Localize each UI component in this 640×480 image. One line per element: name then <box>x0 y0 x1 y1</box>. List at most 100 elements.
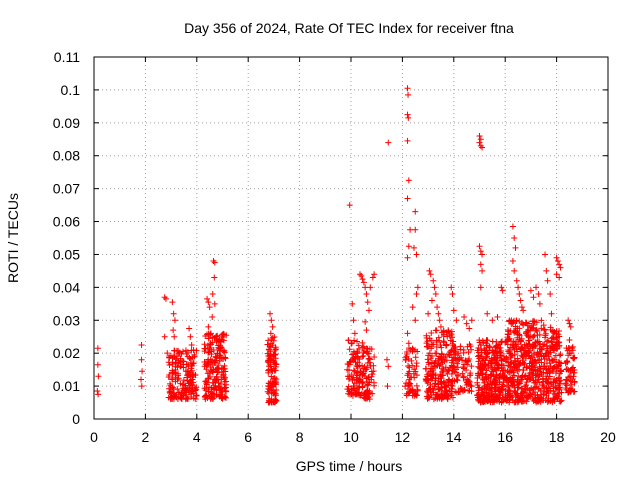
data-point <box>362 284 369 291</box>
data-point <box>385 363 392 370</box>
cluster-point <box>522 347 529 354</box>
data-point <box>346 202 353 209</box>
cluster-point <box>459 370 466 377</box>
cluster-point <box>183 350 190 357</box>
cluster-point <box>189 388 196 395</box>
cluster-point <box>446 352 453 359</box>
data-point <box>543 267 550 274</box>
cluster-point <box>498 339 505 346</box>
cluster-point <box>564 377 570 384</box>
data-point <box>477 248 484 255</box>
cluster-point <box>565 374 572 381</box>
cluster-point <box>169 367 176 374</box>
data-point <box>463 320 470 327</box>
cluster-point <box>570 364 577 371</box>
cluster-point <box>361 347 368 354</box>
cluster-point <box>172 359 179 366</box>
data-point <box>566 337 573 344</box>
data-point <box>466 325 473 332</box>
cluster-point <box>208 358 215 365</box>
cluster-point <box>359 353 366 360</box>
cluster-point <box>550 395 557 402</box>
cluster-point <box>452 357 459 364</box>
cluster-point <box>499 370 506 377</box>
cluster-point <box>404 372 411 379</box>
cluster-point <box>522 390 529 397</box>
cluster-point <box>539 381 546 388</box>
cluster-point <box>180 380 187 387</box>
data-point <box>553 271 560 278</box>
cluster-point <box>499 394 506 401</box>
cluster-point <box>538 346 545 353</box>
cluster-point <box>265 369 272 376</box>
x-tick-label: 8 <box>296 429 304 445</box>
data-point <box>365 307 372 314</box>
cluster-point <box>551 364 558 371</box>
cluster-point <box>349 376 356 383</box>
cluster-point <box>467 372 474 379</box>
cluster-point <box>403 348 410 355</box>
data-point <box>139 368 146 375</box>
cluster-point <box>468 363 475 370</box>
cluster-point <box>527 327 534 334</box>
cluster-point <box>403 392 410 399</box>
data-point <box>448 284 455 291</box>
cluster-point <box>504 382 511 389</box>
cluster-point <box>529 363 536 370</box>
cluster-point <box>186 355 193 362</box>
data-point <box>414 284 421 291</box>
cluster-point <box>185 380 192 387</box>
cluster-point <box>450 345 457 352</box>
cluster-point <box>502 338 509 345</box>
cluster-point <box>446 332 453 339</box>
cluster-point <box>550 396 557 403</box>
data-point <box>494 313 501 320</box>
cluster-point <box>433 339 440 346</box>
cluster-point <box>438 384 445 391</box>
x-tick-label: 14 <box>446 429 462 445</box>
cluster-point <box>454 360 461 367</box>
cluster-point <box>216 386 223 393</box>
data-point <box>405 177 412 184</box>
y-tick-label: 0.02 <box>53 345 80 361</box>
cluster-point <box>350 357 357 364</box>
data-point <box>489 317 496 324</box>
cluster-point <box>476 339 483 346</box>
cluster-point <box>356 389 363 396</box>
cluster-point <box>543 342 550 349</box>
data-point <box>205 299 212 306</box>
cluster-point <box>189 371 196 378</box>
cluster-point <box>184 372 191 379</box>
cluster-point <box>544 347 551 354</box>
cluster-point <box>509 367 516 374</box>
cluster-point <box>567 385 574 392</box>
cluster-point <box>345 390 352 397</box>
cluster-point <box>221 394 228 401</box>
cluster-point <box>489 399 496 406</box>
cluster-point <box>514 330 521 337</box>
cluster-point <box>441 379 448 386</box>
data-point <box>211 274 218 281</box>
y-tick-label: 0.01 <box>53 378 80 394</box>
data-point <box>533 284 540 291</box>
data-point <box>170 327 177 334</box>
data-point <box>453 317 460 324</box>
cluster-point <box>432 372 439 379</box>
cluster-point <box>427 388 434 395</box>
data-point <box>477 136 484 143</box>
cluster-point <box>492 391 499 398</box>
y-tick-label: 0.04 <box>53 279 80 295</box>
cluster-point <box>568 373 575 380</box>
cluster-point <box>413 392 420 399</box>
data-point <box>404 111 411 118</box>
cluster-point <box>412 368 419 375</box>
cluster-point <box>424 356 431 363</box>
cluster-point <box>523 364 530 371</box>
data-point <box>405 340 412 347</box>
data-point <box>434 304 441 311</box>
cluster-point <box>193 347 200 354</box>
cluster-point <box>414 348 421 355</box>
cluster-point <box>520 321 527 328</box>
cluster-point <box>492 344 499 351</box>
cluster-point <box>511 357 518 364</box>
